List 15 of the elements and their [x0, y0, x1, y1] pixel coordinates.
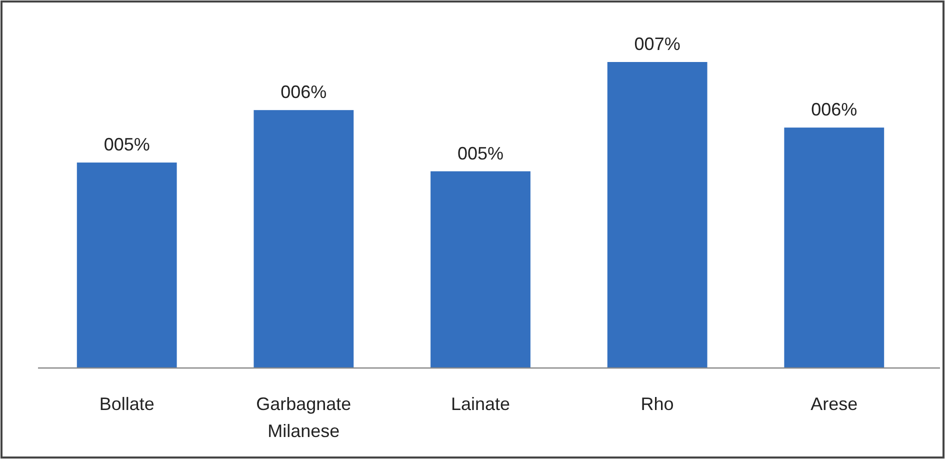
x-tick-label: Bollate — [99, 394, 154, 414]
bar — [76, 162, 177, 368]
bar — [607, 62, 708, 368]
bar — [784, 128, 884, 368]
data-label: 005% — [457, 143, 504, 164]
bar — [430, 171, 530, 368]
data-label: 006% — [811, 100, 858, 120]
bar — [254, 110, 354, 368]
data-label: 007% — [634, 34, 680, 54]
x-tick-label: Garbagnate Milanese — [256, 394, 352, 441]
data-label: 005% — [104, 134, 150, 155]
x-tick-label: Lainate — [450, 394, 510, 414]
x-tick-label: Arese — [810, 394, 858, 414]
x-tick-label: Rho — [640, 394, 674, 414]
data-label: 006% — [280, 82, 327, 102]
